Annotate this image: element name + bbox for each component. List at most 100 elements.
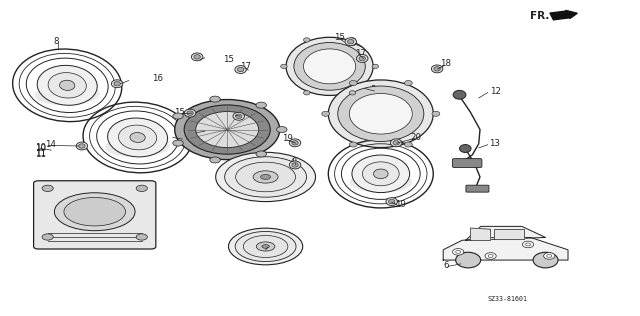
Ellipse shape — [191, 53, 203, 61]
Ellipse shape — [262, 245, 269, 248]
Ellipse shape — [233, 112, 244, 120]
Ellipse shape — [485, 253, 496, 259]
Text: 20: 20 — [410, 133, 421, 142]
Ellipse shape — [184, 105, 270, 154]
Text: 15: 15 — [334, 33, 345, 42]
Ellipse shape — [348, 40, 354, 44]
Ellipse shape — [79, 144, 85, 148]
Ellipse shape — [349, 172, 412, 192]
Text: FR.: FR. — [530, 11, 549, 21]
Ellipse shape — [349, 142, 357, 147]
Ellipse shape — [210, 96, 220, 102]
Text: 12: 12 — [490, 87, 500, 96]
Ellipse shape — [196, 112, 259, 148]
Ellipse shape — [105, 136, 170, 157]
Text: 10: 10 — [35, 144, 46, 153]
Ellipse shape — [114, 82, 120, 86]
Polygon shape — [443, 238, 568, 260]
Ellipse shape — [260, 174, 271, 179]
Ellipse shape — [456, 252, 481, 268]
Ellipse shape — [294, 43, 365, 90]
Ellipse shape — [210, 157, 220, 163]
Ellipse shape — [328, 80, 433, 148]
Ellipse shape — [393, 141, 399, 145]
Ellipse shape — [276, 126, 287, 133]
Text: 17: 17 — [355, 49, 365, 58]
Ellipse shape — [37, 65, 97, 105]
Ellipse shape — [356, 54, 368, 62]
Ellipse shape — [111, 80, 123, 88]
Ellipse shape — [42, 185, 53, 191]
Ellipse shape — [236, 114, 242, 118]
Ellipse shape — [432, 111, 440, 116]
Ellipse shape — [256, 242, 275, 251]
Ellipse shape — [256, 151, 266, 157]
Ellipse shape — [42, 234, 53, 240]
Ellipse shape — [543, 253, 555, 259]
Polygon shape — [466, 226, 545, 240]
Ellipse shape — [256, 102, 266, 108]
Ellipse shape — [338, 86, 424, 142]
Ellipse shape — [345, 38, 356, 46]
Text: 17: 17 — [240, 63, 251, 71]
Ellipse shape — [286, 37, 373, 95]
Ellipse shape — [303, 49, 356, 84]
Ellipse shape — [533, 252, 558, 268]
Ellipse shape — [404, 142, 412, 147]
Ellipse shape — [349, 91, 356, 95]
Ellipse shape — [48, 73, 86, 98]
Text: 7: 7 — [261, 246, 267, 255]
Ellipse shape — [237, 67, 244, 72]
FancyBboxPatch shape — [466, 185, 489, 192]
Ellipse shape — [187, 111, 193, 115]
Ellipse shape — [216, 152, 316, 202]
Ellipse shape — [404, 81, 412, 86]
Ellipse shape — [349, 81, 357, 86]
Ellipse shape — [522, 241, 534, 248]
Text: 11: 11 — [35, 150, 46, 159]
Polygon shape — [494, 229, 524, 239]
Ellipse shape — [175, 100, 280, 160]
Ellipse shape — [460, 145, 471, 152]
Ellipse shape — [388, 199, 395, 204]
Text: 15: 15 — [174, 108, 185, 117]
Ellipse shape — [386, 198, 397, 206]
Ellipse shape — [173, 113, 183, 119]
Ellipse shape — [359, 56, 365, 61]
Ellipse shape — [184, 109, 196, 117]
Ellipse shape — [431, 65, 443, 73]
Ellipse shape — [194, 55, 200, 59]
FancyArrow shape — [550, 10, 577, 20]
Ellipse shape — [362, 162, 399, 186]
Ellipse shape — [349, 94, 412, 134]
Ellipse shape — [322, 111, 330, 116]
FancyBboxPatch shape — [34, 181, 156, 249]
Ellipse shape — [76, 142, 88, 150]
Ellipse shape — [236, 162, 296, 192]
Ellipse shape — [225, 157, 307, 197]
Ellipse shape — [235, 66, 246, 73]
Ellipse shape — [280, 64, 287, 69]
Ellipse shape — [235, 231, 296, 262]
Ellipse shape — [64, 198, 125, 226]
Ellipse shape — [292, 141, 298, 145]
Text: 19: 19 — [395, 200, 406, 209]
Text: 9: 9 — [351, 39, 356, 48]
Ellipse shape — [108, 118, 168, 157]
Ellipse shape — [130, 132, 145, 143]
Text: 3: 3 — [370, 85, 376, 94]
Ellipse shape — [136, 234, 147, 240]
Text: 15: 15 — [223, 55, 234, 64]
Ellipse shape — [352, 155, 410, 192]
Text: 2: 2 — [192, 128, 198, 137]
Ellipse shape — [292, 163, 298, 167]
Text: 11: 11 — [35, 149, 46, 158]
Ellipse shape — [452, 249, 464, 255]
Ellipse shape — [118, 125, 157, 150]
Ellipse shape — [35, 83, 100, 105]
Ellipse shape — [434, 67, 440, 71]
Ellipse shape — [60, 80, 75, 90]
Ellipse shape — [303, 38, 310, 42]
FancyBboxPatch shape — [452, 159, 482, 167]
Ellipse shape — [136, 185, 147, 191]
